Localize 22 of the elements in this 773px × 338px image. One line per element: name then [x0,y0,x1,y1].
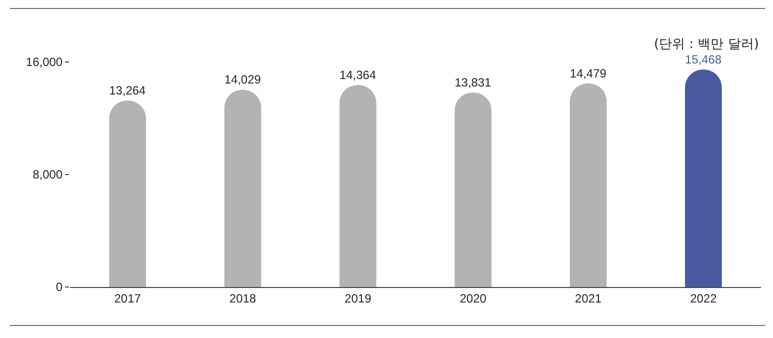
data-label: 15,468 [684,52,722,66]
x-tick-label: 2018 [229,291,256,306]
data-label: 13,264 [109,83,146,98]
bar [109,100,146,287]
y-tick-label: 16,000 [26,55,63,70]
data-label: 14,364 [339,68,376,82]
data-label: 13,831 [454,76,492,90]
bar [224,90,262,287]
text: (단위 : 백만 달러) [654,37,759,52]
y-tick-label: 0 [56,280,63,294]
x-tick-label: 2021 [574,291,602,306]
bar [570,83,607,287]
bar [684,69,722,287]
x-tick-label: 2020 [460,291,487,306]
y-tick-label: 8,000 [32,168,63,182]
bar [454,92,492,287]
x-tick-label: 2022 [690,291,718,306]
x-tick-label: 2017 [114,291,142,306]
data-label: 14,479 [570,66,607,80]
data-label: 14,029 [224,72,262,87]
bar [339,85,376,287]
x-tick-label: 2019 [344,291,372,306]
